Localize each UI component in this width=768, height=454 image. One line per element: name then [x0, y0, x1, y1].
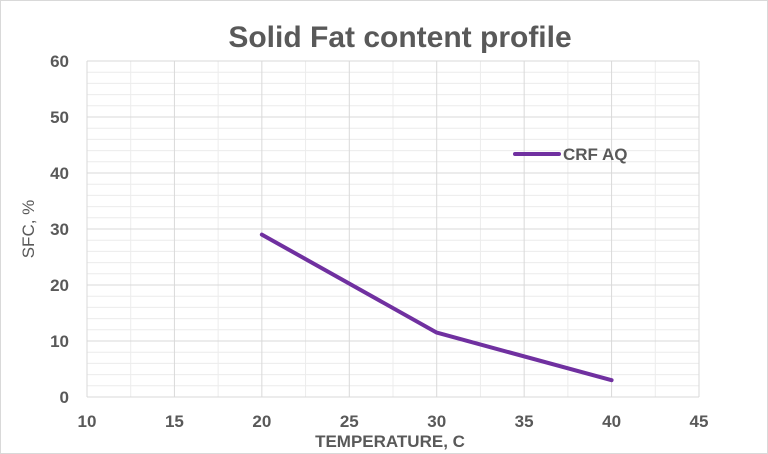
x-tick-label: 25: [340, 412, 359, 431]
x-tick-label: 15: [165, 412, 184, 431]
chart-title: Solid Fat content profile: [228, 21, 571, 54]
x-tick-label: 30: [427, 412, 446, 431]
y-tick-label: 30: [50, 220, 69, 239]
x-tick-label: 10: [78, 412, 97, 431]
x-tick-label: 20: [252, 412, 271, 431]
x-tick-label: 35: [515, 412, 534, 431]
x-axis-ticks: 10 15 20 25 30 35 40 45: [78, 412, 709, 431]
y-tick-label: 10: [50, 332, 69, 351]
legend-label: CRF AQ: [563, 145, 628, 164]
x-tick-label: 40: [602, 412, 621, 431]
series-layer: [259, 232, 614, 383]
y-tick-label: 50: [50, 108, 69, 127]
major-gridlines: [86, 60, 700, 398]
x-tick-label: 45: [690, 412, 709, 431]
y-tick-label: 0: [60, 388, 69, 407]
legend: CRF AQ: [513, 145, 628, 164]
y-tick-label: 20: [50, 276, 69, 295]
y-axis-title: SFC, %: [19, 200, 38, 259]
y-tick-label: 40: [50, 164, 69, 183]
y-axis-ticks: 0 10 20 30 40 50 60: [50, 52, 69, 407]
x-axis-title: TEMPERATURE, C: [315, 432, 465, 451]
y-tick-label: 60: [50, 52, 69, 71]
